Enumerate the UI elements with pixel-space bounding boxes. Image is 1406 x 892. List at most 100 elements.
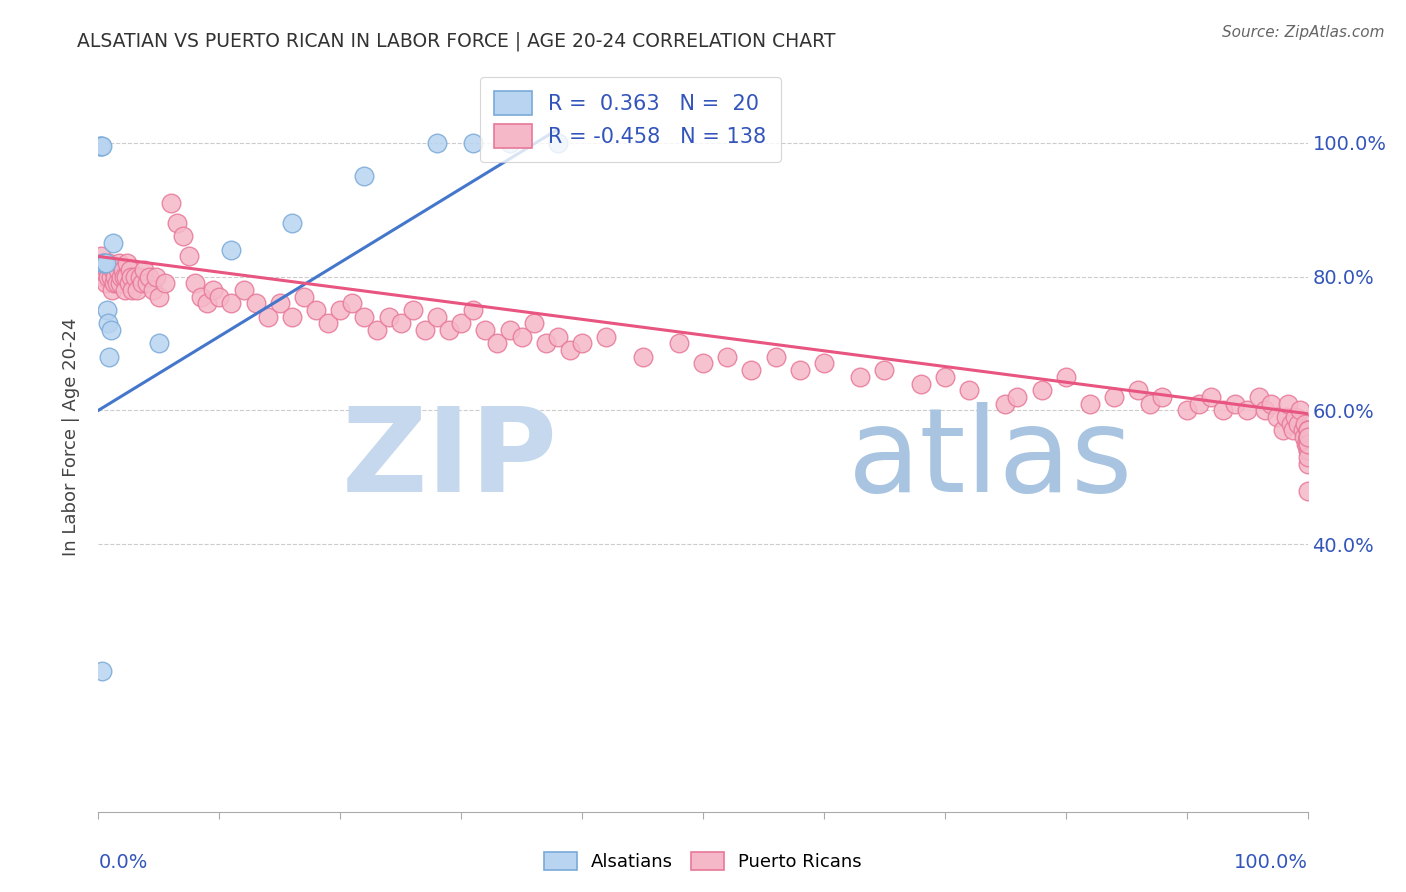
Point bbox=[281, 216, 304, 230]
Point bbox=[118, 263, 141, 277]
Point bbox=[740, 363, 762, 377]
Point bbox=[110, 269, 132, 284]
Point bbox=[245, 296, 267, 310]
Point bbox=[1031, 384, 1053, 398]
Point bbox=[91, 269, 114, 284]
Point bbox=[1223, 396, 1246, 410]
Point bbox=[934, 369, 956, 384]
Point bbox=[1296, 457, 1319, 471]
Point bbox=[1296, 424, 1319, 438]
Point bbox=[463, 303, 485, 318]
Point bbox=[1007, 390, 1029, 404]
Point bbox=[94, 256, 117, 270]
Point bbox=[692, 356, 714, 371]
Point bbox=[1296, 424, 1319, 438]
Point bbox=[1254, 403, 1277, 417]
Point bbox=[91, 139, 114, 153]
Point bbox=[1054, 369, 1077, 384]
Point bbox=[558, 343, 581, 358]
Point bbox=[1275, 410, 1298, 425]
Y-axis label: In Labor Force | Age 20-24: In Labor Force | Age 20-24 bbox=[62, 318, 80, 557]
Point bbox=[1199, 390, 1222, 404]
Point bbox=[486, 336, 509, 351]
Point bbox=[128, 269, 150, 284]
Point bbox=[184, 277, 207, 291]
Point bbox=[118, 277, 141, 291]
Point bbox=[813, 356, 835, 371]
Point bbox=[498, 323, 520, 337]
Point bbox=[91, 664, 114, 679]
Point bbox=[1295, 436, 1317, 450]
Point bbox=[221, 243, 243, 257]
Point bbox=[1296, 436, 1319, 450]
Text: atlas: atlas bbox=[848, 402, 1133, 517]
Point bbox=[135, 277, 157, 291]
Point bbox=[292, 289, 315, 303]
Point bbox=[120, 269, 142, 284]
Point bbox=[1277, 396, 1299, 410]
Point bbox=[1292, 424, 1315, 438]
Point bbox=[1279, 417, 1302, 431]
Point bbox=[100, 283, 122, 297]
Point bbox=[269, 296, 291, 310]
Point bbox=[96, 303, 118, 318]
Point bbox=[631, 350, 654, 364]
Point bbox=[108, 256, 131, 270]
Point bbox=[547, 136, 569, 150]
Text: ZIP: ZIP bbox=[342, 402, 558, 517]
Point bbox=[98, 350, 121, 364]
Point bbox=[595, 330, 617, 344]
Point bbox=[389, 317, 412, 331]
Point bbox=[437, 323, 460, 337]
Point bbox=[716, 350, 738, 364]
Point bbox=[426, 136, 449, 150]
Point bbox=[1296, 430, 1319, 444]
Point bbox=[1152, 390, 1174, 404]
Point bbox=[172, 229, 194, 244]
Point bbox=[1296, 436, 1319, 450]
Point bbox=[97, 269, 120, 284]
Point bbox=[153, 277, 176, 291]
Point bbox=[202, 283, 225, 297]
Point bbox=[90, 250, 112, 264]
Point bbox=[89, 139, 111, 153]
Point bbox=[148, 289, 170, 303]
Point bbox=[94, 277, 117, 291]
Point bbox=[765, 350, 787, 364]
Point bbox=[571, 336, 593, 351]
Point bbox=[1289, 403, 1312, 417]
Point bbox=[112, 269, 135, 284]
Point bbox=[101, 263, 124, 277]
Point bbox=[142, 283, 165, 297]
Point bbox=[1292, 430, 1315, 444]
Point bbox=[138, 269, 160, 284]
Point bbox=[221, 296, 243, 310]
Point bbox=[668, 336, 690, 351]
Point bbox=[1212, 403, 1234, 417]
Point bbox=[145, 269, 167, 284]
Point bbox=[1296, 483, 1319, 498]
Point bbox=[1267, 410, 1289, 425]
Point bbox=[510, 330, 533, 344]
Point bbox=[115, 269, 138, 284]
Point bbox=[789, 363, 811, 377]
Point bbox=[93, 269, 115, 284]
Point bbox=[1296, 443, 1319, 458]
Point bbox=[148, 336, 170, 351]
Point bbox=[316, 317, 339, 331]
Point bbox=[353, 310, 375, 324]
Point bbox=[107, 263, 129, 277]
Point bbox=[100, 323, 122, 337]
Point bbox=[103, 277, 125, 291]
Point bbox=[849, 369, 872, 384]
Point bbox=[1286, 417, 1309, 431]
Point bbox=[994, 396, 1017, 410]
Point bbox=[101, 236, 124, 251]
Point bbox=[1282, 424, 1305, 438]
Point bbox=[523, 317, 546, 331]
Point bbox=[474, 323, 496, 337]
Point bbox=[873, 363, 896, 377]
Point bbox=[1175, 403, 1198, 417]
Point bbox=[232, 283, 254, 297]
Point bbox=[377, 310, 399, 324]
